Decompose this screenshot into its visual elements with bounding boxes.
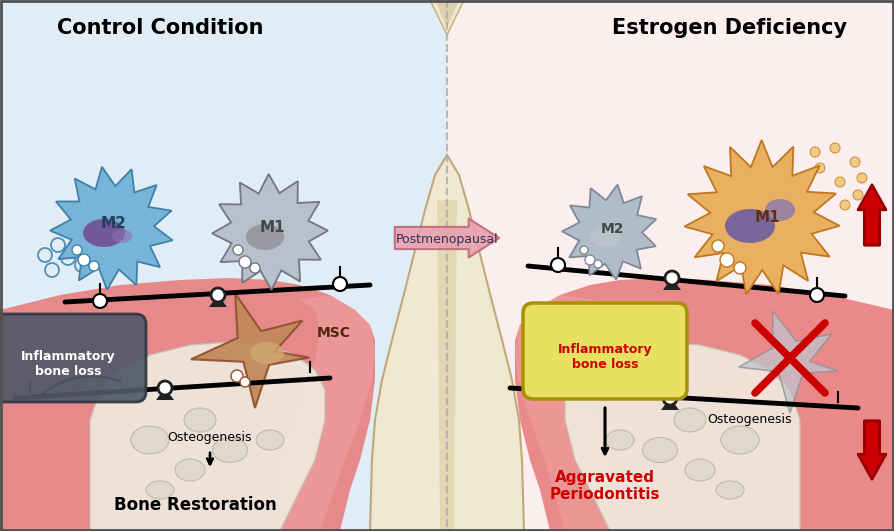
FancyBboxPatch shape (523, 303, 687, 399)
Text: Osteogenesis: Osteogenesis (708, 414, 792, 426)
Circle shape (78, 254, 90, 266)
Polygon shape (430, 0, 464, 35)
Circle shape (231, 370, 243, 382)
Circle shape (734, 262, 746, 274)
Ellipse shape (256, 430, 284, 450)
Circle shape (712, 240, 724, 252)
Text: Control Condition: Control Condition (56, 18, 263, 38)
Text: Aggravated
Periodontitis: Aggravated Periodontitis (550, 470, 661, 502)
FancyBboxPatch shape (0, 314, 146, 402)
Ellipse shape (765, 199, 795, 221)
Circle shape (211, 288, 225, 302)
Bar (447, 0, 894, 531)
Circle shape (233, 245, 243, 255)
Ellipse shape (685, 459, 715, 481)
Circle shape (810, 147, 820, 157)
Polygon shape (685, 140, 839, 294)
Ellipse shape (725, 209, 775, 243)
Circle shape (810, 288, 824, 302)
Circle shape (857, 173, 867, 183)
Text: Postmenopausal: Postmenopausal (396, 234, 498, 246)
FancyArrowPatch shape (395, 219, 499, 258)
Text: Estrogen Deficiency: Estrogen Deficiency (612, 18, 848, 38)
Polygon shape (663, 278, 681, 290)
Circle shape (240, 377, 250, 387)
Polygon shape (156, 388, 174, 400)
Circle shape (850, 157, 860, 167)
FancyArrowPatch shape (858, 185, 886, 245)
Ellipse shape (606, 430, 634, 450)
Circle shape (815, 163, 825, 173)
Ellipse shape (83, 219, 125, 247)
Text: Inflammatory
bone loss: Inflammatory bone loss (558, 343, 653, 371)
Polygon shape (0, 278, 375, 531)
Circle shape (585, 255, 595, 265)
Circle shape (93, 294, 107, 308)
Circle shape (551, 258, 565, 272)
Text: Osteogenesis: Osteogenesis (168, 431, 252, 444)
Ellipse shape (250, 342, 284, 364)
Text: M1: M1 (755, 210, 780, 226)
Ellipse shape (674, 408, 706, 432)
Polygon shape (738, 311, 839, 413)
Polygon shape (515, 278, 894, 531)
Ellipse shape (146, 481, 174, 499)
Circle shape (665, 271, 679, 285)
Circle shape (830, 143, 840, 153)
Circle shape (835, 177, 845, 187)
Polygon shape (435, 0, 459, 28)
Circle shape (333, 277, 347, 291)
Ellipse shape (246, 224, 284, 250)
Polygon shape (280, 295, 375, 531)
Ellipse shape (716, 481, 744, 499)
Text: Bone Restoration: Bone Restoration (114, 496, 276, 514)
Circle shape (158, 381, 172, 395)
Circle shape (720, 253, 734, 267)
Polygon shape (515, 295, 610, 531)
Text: M2: M2 (101, 216, 127, 230)
Circle shape (663, 391, 677, 405)
Ellipse shape (590, 227, 620, 247)
Circle shape (840, 200, 850, 210)
Text: MSC: MSC (317, 326, 351, 340)
Ellipse shape (112, 229, 132, 243)
Polygon shape (212, 174, 328, 290)
FancyArrowPatch shape (858, 421, 886, 479)
Polygon shape (191, 294, 309, 408)
Circle shape (580, 246, 588, 254)
Circle shape (250, 263, 260, 273)
Polygon shape (90, 342, 325, 531)
Polygon shape (565, 342, 800, 531)
Ellipse shape (721, 426, 759, 454)
Ellipse shape (643, 438, 678, 463)
Ellipse shape (131, 426, 169, 454)
Text: M2: M2 (600, 222, 624, 236)
Polygon shape (370, 155, 524, 531)
Polygon shape (50, 167, 173, 290)
Ellipse shape (175, 459, 205, 481)
Circle shape (72, 245, 82, 255)
Polygon shape (661, 398, 679, 410)
Bar (0, 0, 447, 531)
Text: M1: M1 (259, 219, 285, 235)
Circle shape (594, 260, 602, 268)
Text: Inflammatory
bone loss: Inflammatory bone loss (21, 350, 115, 378)
Polygon shape (437, 200, 457, 531)
Circle shape (239, 256, 251, 268)
Polygon shape (209, 295, 227, 307)
Polygon shape (562, 185, 656, 280)
Circle shape (853, 190, 863, 200)
Ellipse shape (213, 438, 248, 463)
Ellipse shape (184, 408, 216, 432)
Circle shape (89, 261, 99, 271)
